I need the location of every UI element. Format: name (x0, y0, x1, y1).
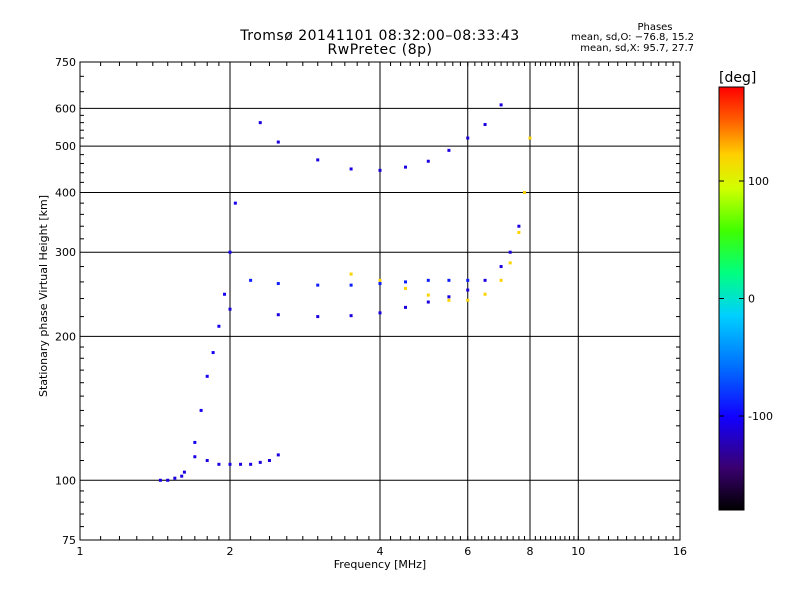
phase-stats-x-mode: mean, sd,X: 95.7, 27.7 (580, 43, 694, 54)
phase-stats-o-mode: mean, sd,O: −76.8, 15.2 (571, 32, 694, 43)
data-point (523, 190, 527, 194)
data-point (403, 305, 407, 309)
colorbar-ticks: 100 0 -100 (718, 86, 773, 511)
data-point (217, 324, 221, 328)
x-tick-label: 2 (227, 545, 234, 558)
x-axis-label: Frequency [MHz] (334, 558, 426, 571)
data-point (426, 278, 430, 282)
data-point (483, 123, 487, 127)
data-point (276, 313, 280, 317)
data-point (483, 292, 487, 296)
data-point (211, 351, 215, 355)
x-tick-label: 8 (527, 545, 534, 558)
data-point (466, 298, 470, 302)
data-point (193, 440, 197, 444)
colorbar-tick-label: 100 (748, 175, 769, 188)
data-point (258, 121, 262, 125)
x-tick-label: 4 (377, 545, 384, 558)
data-point (249, 278, 253, 282)
data-point (499, 103, 503, 107)
data-point (316, 315, 320, 319)
data-point (182, 470, 186, 474)
data-point (316, 158, 320, 162)
data-point (158, 478, 162, 482)
grid-lines (80, 62, 680, 540)
data-points (158, 103, 532, 482)
data-point (349, 272, 353, 276)
data-point (403, 280, 407, 284)
data-point (378, 311, 382, 315)
data-point (447, 148, 451, 152)
data-point (508, 261, 512, 265)
y-tick-label: 75 (62, 534, 76, 547)
data-point (528, 136, 532, 140)
data-point (267, 458, 271, 462)
data-point (447, 298, 451, 302)
data-point (233, 201, 237, 205)
y-tick-label: 500 (55, 140, 76, 153)
data-point (499, 265, 503, 269)
colorbar-label: [deg] (719, 70, 757, 86)
data-point (228, 307, 232, 311)
chart-title: Tromsø 20141101 08:32:00–08:33:43 (240, 28, 520, 44)
data-point (483, 278, 487, 282)
data-point (276, 453, 280, 457)
data-point (426, 293, 430, 297)
data-point (173, 476, 177, 480)
data-point (349, 167, 353, 171)
data-point (166, 478, 170, 482)
x-tick-label: 16 (673, 545, 687, 558)
colorbar-tick-label: 0 (748, 293, 755, 306)
y-tick-label: 300 (55, 246, 76, 259)
data-point (276, 140, 280, 144)
data-point (228, 462, 232, 466)
data-point (466, 288, 470, 292)
y-tick-label: 750 (55, 56, 76, 69)
data-point (378, 278, 382, 282)
data-point (276, 282, 280, 286)
data-point (217, 462, 221, 466)
data-point (349, 283, 353, 287)
data-point (517, 224, 521, 228)
data-point (508, 250, 512, 254)
axes: 1 2 4 6 8 10 16 75 100 200 300 400 500 600 750 Frequenc… (37, 56, 687, 571)
x-tick-label: 1 (77, 545, 84, 558)
colorbar-tick-label: -100 (748, 410, 773, 423)
y-tick-label: 600 (55, 102, 76, 115)
data-point (447, 278, 451, 282)
y-axis-label: Stationary phase Virtual Height [km] (37, 195, 50, 397)
data-point (499, 278, 503, 282)
data-point (223, 292, 227, 296)
data-point (378, 282, 382, 286)
data-point (466, 136, 470, 140)
data-point (199, 408, 203, 412)
data-point (193, 455, 197, 459)
data-point (239, 462, 243, 466)
data-point (205, 374, 209, 378)
x-tick-label: 6 (464, 545, 471, 558)
data-point (426, 300, 430, 304)
data-point (349, 314, 353, 318)
data-point (447, 295, 451, 299)
y-tick-label: 200 (55, 330, 76, 343)
data-point (403, 165, 407, 169)
data-point (517, 230, 521, 234)
data-point (205, 458, 209, 462)
y-tick-label: 400 (55, 186, 76, 199)
data-point (466, 278, 470, 282)
data-point (228, 250, 232, 254)
data-point (426, 159, 430, 163)
data-point (316, 283, 320, 287)
data-point (403, 286, 407, 290)
chart-subtitle: RwPretec (8p) (327, 42, 433, 58)
phase-stats-heading: Phases (637, 22, 673, 33)
data-point (258, 460, 262, 464)
data-point (378, 168, 382, 172)
data-point (180, 474, 184, 478)
data-point (249, 462, 253, 466)
y-tick-label: 100 (55, 474, 76, 487)
x-tick-label: 10 (571, 545, 585, 558)
